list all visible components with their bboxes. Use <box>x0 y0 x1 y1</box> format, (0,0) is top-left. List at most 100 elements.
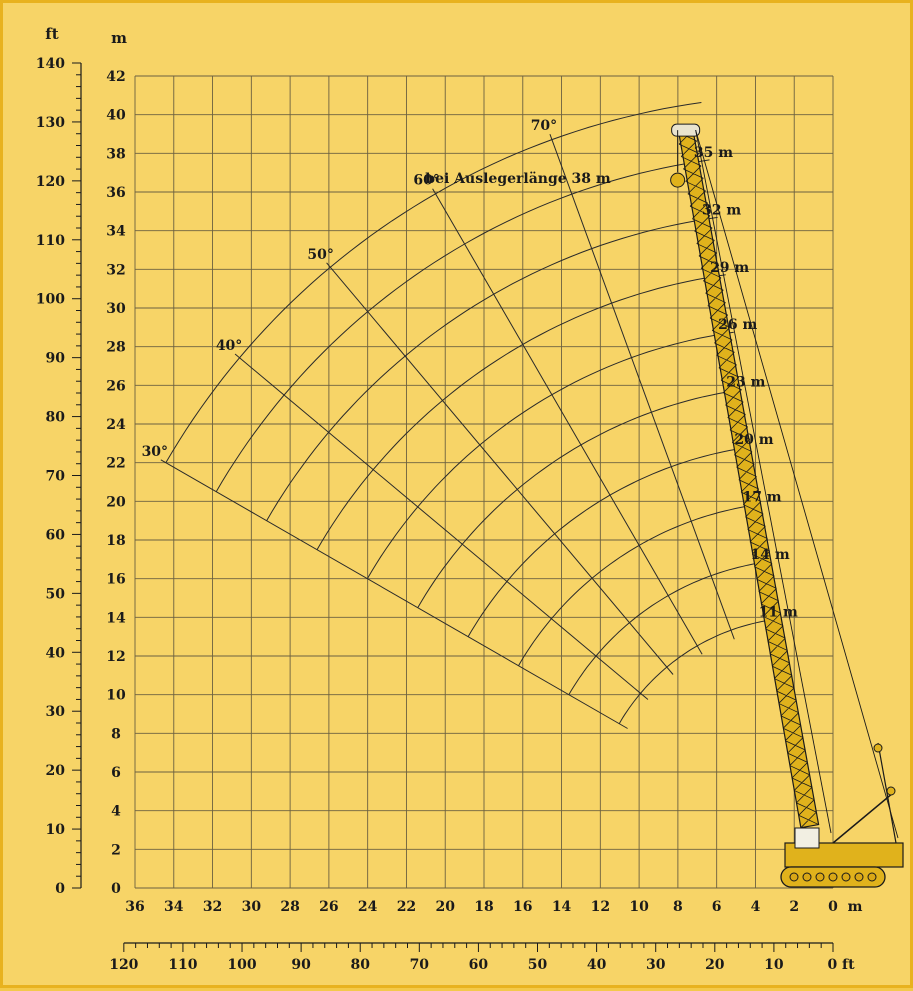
x-tick-label-m: 2 <box>789 899 799 915</box>
angle-ray <box>326 262 674 675</box>
pendant-line <box>695 130 832 834</box>
x-tick-label-ft: 100 <box>227 957 256 973</box>
y-tick-label-m: 24 <box>106 417 126 433</box>
boom-length-label: 29 m <box>710 260 749 276</box>
y-axis-unit-m: m <box>111 29 127 47</box>
angle-ray <box>549 134 735 640</box>
y-tick-label-m: 20 <box>106 494 126 510</box>
x-tick-label-m: 22 <box>397 899 416 915</box>
x-tick-label-ft: 110 <box>168 957 197 973</box>
x-tick-label-m: 34 <box>164 899 184 915</box>
track-roller <box>789 872 799 882</box>
chart-title: bei Auslegerlänge 38 m <box>425 171 611 187</box>
x-tick-label-m: 10 <box>629 899 649 915</box>
x-tick-label-m: 36 <box>125 899 144 915</box>
crane-illustration <box>670 123 904 888</box>
boom-length-label: 14 m <box>751 547 790 563</box>
x-tick-label-m: 0 <box>828 899 838 915</box>
x-tick-label-ft: 80 <box>350 957 370 973</box>
boom-length-label: 35 m <box>694 145 733 161</box>
boom-length-label: 17 m <box>742 490 781 506</box>
range-arc <box>467 446 750 637</box>
y-tick-label-m: 8 <box>111 726 121 742</box>
range-curves <box>160 102 775 729</box>
y-tick-label-m: 26 <box>106 378 125 394</box>
boom-length-label: 23 m <box>726 375 765 391</box>
y-tick-label-ft: 0 <box>55 881 65 897</box>
range-arc <box>417 389 742 608</box>
track-roller <box>867 872 877 882</box>
y-tick-label-ft: 70 <box>46 469 66 485</box>
range-arc <box>568 561 767 695</box>
upper-carriage <box>784 842 904 868</box>
y-tick-label-m: 42 <box>106 69 125 85</box>
working-range-chart: 36 34 32 30 28 26 24 22 20 18 16 14 12 10 8 6 4 2 0 m024681… <box>36 25 904 973</box>
x-tick-label-ft: 90 <box>291 957 311 973</box>
gantry-sheave <box>886 786 896 796</box>
y-tick-label-m: 22 <box>106 456 125 472</box>
x-tick-label-m: 28 <box>280 899 299 915</box>
x-tick-label-ft: 60 <box>469 957 489 973</box>
y-tick-label-ft: 100 <box>36 292 65 308</box>
y-tick-label-m: 18 <box>106 533 125 549</box>
angle-label: 70° <box>531 118 557 134</box>
track-roller <box>815 872 825 882</box>
range-arc <box>366 331 734 579</box>
x-tick-label-ft: 20 <box>705 957 725 973</box>
axes: 36 34 32 30 28 26 24 22 20 18 16 14 12 10 8 6 4 2 0 m024681… <box>36 25 863 973</box>
y-tick-label-ft: 80 <box>46 410 66 426</box>
x-tick-label-ft: 0 ft <box>827 957 855 973</box>
y-tick-label-m: 16 <box>106 572 125 588</box>
y-tick-label-m: 36 <box>106 185 125 201</box>
angle-label: 50° <box>307 247 333 263</box>
y-tick-label-ft: 90 <box>46 351 66 367</box>
boom-lattice <box>676 128 819 828</box>
pendant-line <box>695 130 899 839</box>
boom-length-label: 11 m <box>759 604 798 620</box>
y-tick-label-m: 32 <box>106 262 125 278</box>
x-tick-label-m: 32 <box>203 899 222 915</box>
x-tick-label-ft: 40 <box>587 957 607 973</box>
track-roller <box>828 872 838 882</box>
x-tick-label-ft: 70 <box>410 957 430 973</box>
x-tick-label-m: 20 <box>435 899 455 915</box>
x-tick-label-ft: 120 <box>109 957 138 973</box>
angle-label: 40° <box>216 338 242 354</box>
x-tick-label-ft: 10 <box>764 957 784 973</box>
mast-sheave <box>873 743 883 753</box>
y-tick-label-m: 30 <box>106 301 126 317</box>
y-tick-label-ft: 40 <box>46 645 66 661</box>
x-tick-label-ft: 30 <box>646 957 666 973</box>
y-tick-label-ft: 110 <box>36 233 65 249</box>
x-tick-label-m: 24 <box>358 899 378 915</box>
y-tick-label-ft: 130 <box>36 115 65 131</box>
boom-length-label: 32 m <box>702 202 741 218</box>
x-tick-label-m: 16 <box>513 899 532 915</box>
range-arc <box>266 216 718 521</box>
x-tick-label-m: 26 <box>319 899 338 915</box>
range-arc <box>518 504 759 666</box>
range-arc <box>618 618 775 724</box>
y-tick-label-m: 6 <box>111 765 121 781</box>
range-arc <box>165 102 702 463</box>
angle-ray <box>160 459 628 729</box>
curve-labels: 11 m 14 m 17 m 20 m 23 m 26 m 29 m 32 m 35 m 30° 4… <box>142 118 798 620</box>
y-tick-label-ft: 20 <box>46 763 66 779</box>
y-tick-label-ft: 60 <box>46 527 66 543</box>
x-tick-label-ft: 50 <box>528 957 548 973</box>
y-tick-label-m: 28 <box>106 340 125 356</box>
y-tick-label-ft: 30 <box>46 704 66 720</box>
y-tick-label-m: 12 <box>106 649 125 665</box>
x-tick-label-m: 8 <box>673 899 683 915</box>
boom-length-label: 26 m <box>718 317 757 333</box>
range-arc <box>316 274 726 550</box>
angle-ray <box>234 353 649 700</box>
y-axis-unit-ft: ft <box>45 25 58 43</box>
grid <box>134 75 834 889</box>
track-roller <box>841 872 851 882</box>
x-tick-label-m: 18 <box>474 899 493 915</box>
range-arc <box>215 159 710 492</box>
track-roller <box>854 872 864 882</box>
gantry <box>832 792 894 844</box>
